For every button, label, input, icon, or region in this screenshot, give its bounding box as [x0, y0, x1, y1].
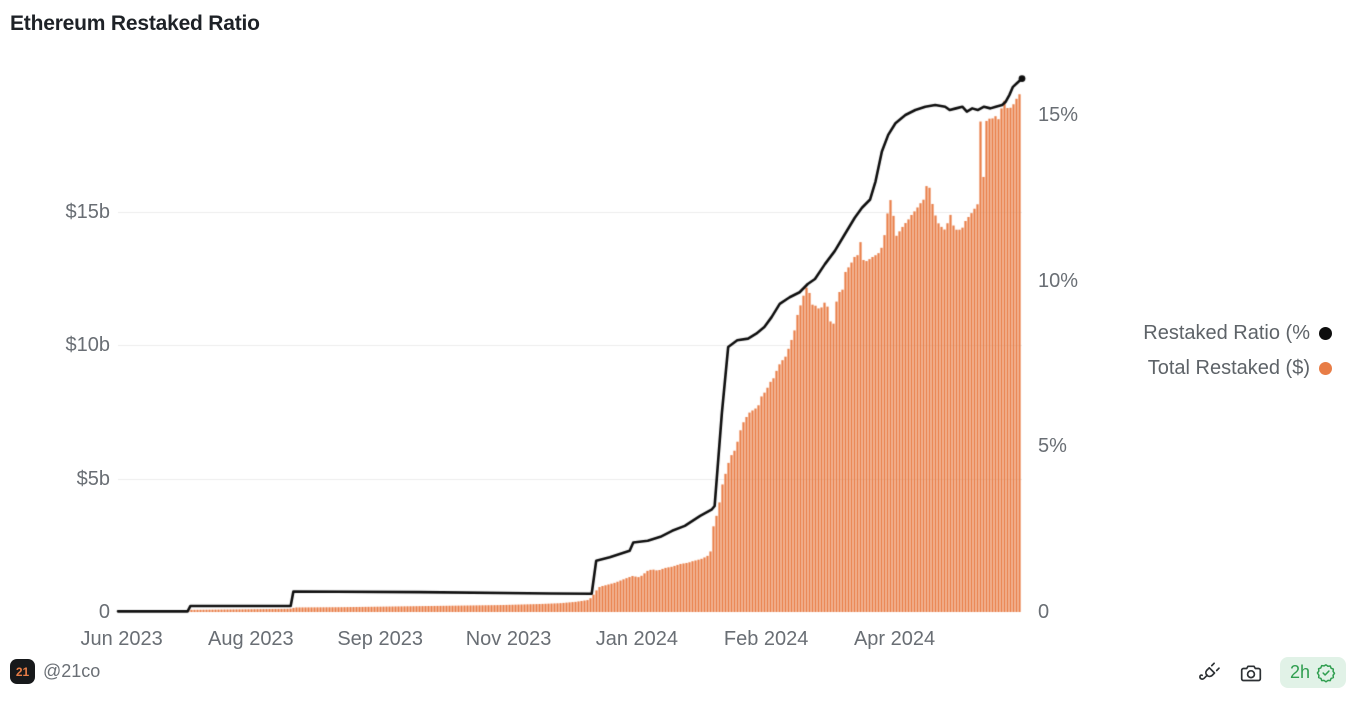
attribution: 21 @21co — [10, 659, 100, 684]
camera-icon[interactable] — [1238, 660, 1264, 686]
left-axis-tick: $5b — [76, 467, 110, 490]
update-time-badge[interactable]: 2h — [1279, 657, 1346, 688]
x-axis-tick: Jan 2024 — [595, 628, 679, 650]
verified-seal-icon — [1316, 663, 1336, 683]
left-axis-tick: $10b — [65, 334, 111, 357]
x-axis-tick: Aug 2023 — [208, 628, 294, 650]
x-axis-tick: Nov 2023 — [465, 628, 552, 650]
x-axis-tick: Apr 2024 — [853, 628, 936, 650]
x-axis-tick: Jun 2023 — [80, 628, 163, 650]
author-handle: @21co — [43, 661, 101, 681]
legend-item-restaked-ratio[interactable]: Restaked Ratio (% — [1143, 320, 1332, 346]
left-axis-tick: 0 — [98, 601, 110, 623]
page-title: Ethereum Restaked Ratio — [10, 12, 260, 35]
x-axis-tick: Feb 2024 — [723, 628, 809, 650]
right-axis-tick: 0 — [1038, 601, 1050, 623]
legend-label: Total Restaked ($) — [1147, 356, 1310, 379]
21co-logo: 21 — [10, 659, 35, 684]
legend-dot-black — [1319, 326, 1332, 340]
right-axis-tick: 5% — [1038, 435, 1067, 458]
update-time-label: 2h — [1289, 662, 1310, 682]
right-axis-tick: 10% — [1038, 269, 1079, 292]
x-axis-tick: Sep 2023 — [337, 628, 423, 650]
legend-label: Restaked Ratio (% — [1143, 321, 1310, 344]
left-axis-tick: $15b — [65, 201, 111, 223]
legend-dot-orange — [1319, 361, 1332, 375]
legend-item-total-restaked[interactable]: Total Restaked ($) — [1148, 355, 1332, 381]
plug-icon[interactable] — [1196, 660, 1222, 686]
right-axis-tick: 15% — [1038, 104, 1079, 126]
